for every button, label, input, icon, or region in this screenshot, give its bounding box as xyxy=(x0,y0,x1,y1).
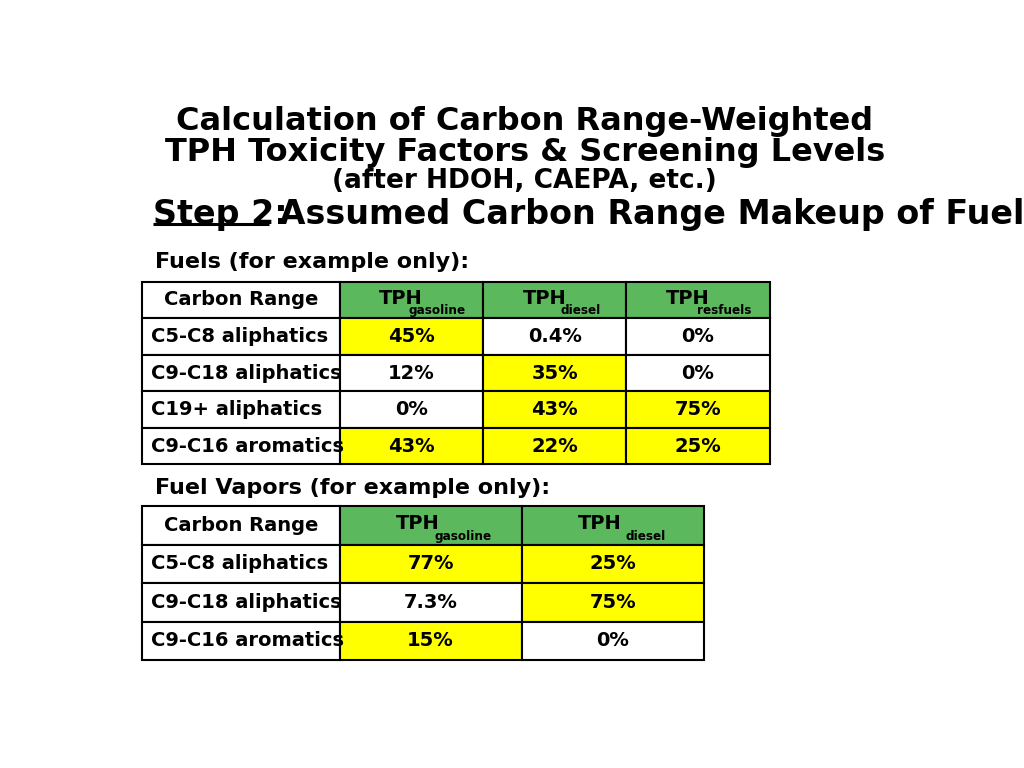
Bar xyxy=(521,506,703,545)
Text: TPH: TPH xyxy=(522,289,566,307)
Bar xyxy=(627,318,770,355)
Text: 75%: 75% xyxy=(590,593,636,612)
Text: 0%: 0% xyxy=(395,400,428,419)
Bar xyxy=(340,583,521,621)
Bar xyxy=(340,506,521,545)
Text: gasoline: gasoline xyxy=(409,304,466,317)
Bar xyxy=(142,282,340,318)
Bar xyxy=(142,392,340,428)
Bar xyxy=(627,392,770,428)
Text: 25%: 25% xyxy=(675,437,721,455)
Bar xyxy=(142,583,340,621)
Text: TPH: TPH xyxy=(579,514,622,533)
Text: diesel: diesel xyxy=(560,304,600,317)
Text: (after HDOH, CAEPA, etc.): (after HDOH, CAEPA, etc.) xyxy=(333,167,717,194)
Bar xyxy=(340,428,483,465)
Bar xyxy=(142,621,340,660)
Bar xyxy=(340,621,521,660)
Text: 0%: 0% xyxy=(596,631,629,650)
Bar xyxy=(142,506,340,545)
Text: 43%: 43% xyxy=(531,400,578,419)
Text: C9-C18 aliphatics: C9-C18 aliphatics xyxy=(152,593,342,612)
Text: Carbon Range: Carbon Range xyxy=(164,516,317,535)
Bar xyxy=(142,355,340,392)
Text: C9-C16 aromatics: C9-C16 aromatics xyxy=(152,631,344,650)
Text: C9-C16 aromatics: C9-C16 aromatics xyxy=(152,437,344,455)
Text: 45%: 45% xyxy=(388,327,434,346)
Text: 43%: 43% xyxy=(388,437,434,455)
Bar xyxy=(483,282,627,318)
Text: 12%: 12% xyxy=(388,363,434,382)
Bar xyxy=(142,428,340,465)
Text: TPH: TPH xyxy=(396,514,439,533)
Bar xyxy=(340,355,483,392)
Text: 0%: 0% xyxy=(682,363,715,382)
Text: 0%: 0% xyxy=(682,327,715,346)
Bar xyxy=(340,392,483,428)
Text: Assumed Carbon Range Makeup of Fuels: Assumed Carbon Range Makeup of Fuels xyxy=(267,198,1024,231)
Text: diesel: diesel xyxy=(626,530,666,543)
Text: C5-C8 aliphatics: C5-C8 aliphatics xyxy=(152,554,329,573)
Text: 75%: 75% xyxy=(675,400,721,419)
Bar xyxy=(627,282,770,318)
Text: TPH: TPH xyxy=(666,289,710,307)
Text: Calculation of Carbon Range-Weighted: Calculation of Carbon Range-Weighted xyxy=(176,106,873,137)
Bar xyxy=(483,318,627,355)
Text: Step 2:: Step 2: xyxy=(153,198,288,231)
Bar xyxy=(627,355,770,392)
Text: 77%: 77% xyxy=(408,554,454,573)
Bar xyxy=(483,392,627,428)
Text: 35%: 35% xyxy=(531,363,578,382)
Bar xyxy=(521,583,703,621)
Text: Carbon Range: Carbon Range xyxy=(164,290,317,310)
Bar xyxy=(340,545,521,583)
Text: 22%: 22% xyxy=(531,437,578,455)
Text: Fuels (for example only):: Fuels (for example only): xyxy=(155,253,469,273)
Bar xyxy=(340,318,483,355)
Bar xyxy=(483,355,627,392)
Text: TPH: TPH xyxy=(379,289,423,307)
Bar xyxy=(483,428,627,465)
Bar xyxy=(142,545,340,583)
Text: 0.4%: 0.4% xyxy=(527,327,582,346)
Text: C5-C8 aliphatics: C5-C8 aliphatics xyxy=(152,327,329,346)
Bar xyxy=(142,318,340,355)
Text: resfuels: resfuels xyxy=(696,304,751,317)
Text: TPH Toxicity Factors & Screening Levels: TPH Toxicity Factors & Screening Levels xyxy=(165,137,885,168)
Text: gasoline: gasoline xyxy=(435,530,492,543)
Text: Fuel Vapors (for example only):: Fuel Vapors (for example only): xyxy=(155,478,550,498)
Text: 25%: 25% xyxy=(590,554,636,573)
Text: 15%: 15% xyxy=(408,631,454,650)
Bar xyxy=(521,621,703,660)
Bar xyxy=(340,282,483,318)
Text: 7.3%: 7.3% xyxy=(403,593,458,612)
Bar xyxy=(627,428,770,465)
Text: C9-C18 aliphatics: C9-C18 aliphatics xyxy=(152,363,342,382)
Text: C19+ aliphatics: C19+ aliphatics xyxy=(152,400,323,419)
Bar xyxy=(521,545,703,583)
